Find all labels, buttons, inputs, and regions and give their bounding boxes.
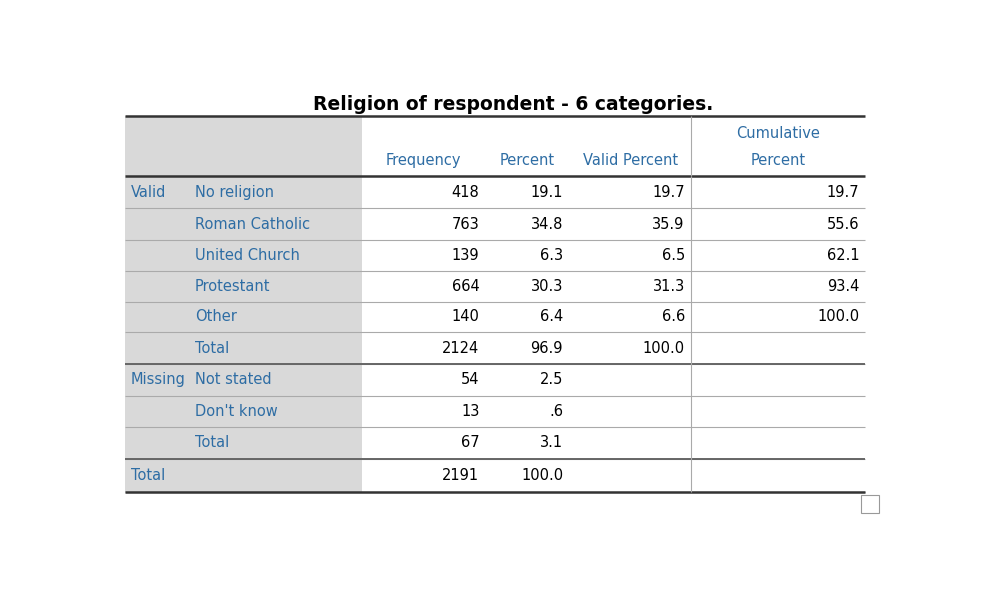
Text: 3.1: 3.1	[540, 435, 563, 450]
Bar	[362, 364, 866, 395]
Bar	[362, 332, 866, 364]
Text: 19.7: 19.7	[652, 185, 684, 200]
Bar	[362, 395, 866, 427]
Text: Total: Total	[195, 341, 229, 356]
Bar	[125, 395, 362, 427]
Text: 140: 140	[452, 310, 479, 325]
Text: 6.5: 6.5	[661, 248, 684, 263]
Text: 30.3: 30.3	[531, 279, 563, 294]
Text: 96.9: 96.9	[531, 341, 563, 356]
Text: Missing: Missing	[130, 372, 185, 387]
Text: 6.6: 6.6	[661, 310, 684, 325]
Bar	[125, 364, 362, 395]
Text: Valid: Valid	[130, 185, 166, 200]
Text: 19.7: 19.7	[827, 185, 859, 200]
Text: 93.4: 93.4	[827, 279, 859, 294]
Text: 418: 418	[452, 185, 479, 200]
Text: 55.6: 55.6	[827, 217, 859, 232]
Text: Protestant: Protestant	[195, 279, 271, 294]
Text: 35.9: 35.9	[652, 217, 684, 232]
Bar	[125, 176, 362, 209]
Bar	[362, 176, 866, 209]
Text: 13: 13	[461, 404, 479, 419]
Bar	[125, 209, 362, 240]
Bar	[125, 427, 362, 459]
Bar	[362, 459, 866, 492]
Bar	[125, 240, 362, 271]
Bar	[125, 459, 362, 492]
Text: Frequency: Frequency	[386, 153, 461, 168]
Text: 6.3: 6.3	[540, 248, 563, 263]
Text: 100.0: 100.0	[817, 310, 859, 325]
Text: 2.5: 2.5	[540, 372, 563, 387]
Text: Total: Total	[195, 435, 229, 450]
Text: Roman Catholic: Roman Catholic	[195, 217, 311, 232]
Bar	[362, 209, 866, 240]
Bar	[362, 302, 866, 332]
Text: Cumulative: Cumulative	[736, 126, 820, 141]
Text: 100.0: 100.0	[642, 341, 684, 356]
Bar	[862, 495, 879, 513]
Bar	[125, 116, 362, 176]
Text: 54: 54	[461, 372, 479, 387]
Text: Percent: Percent	[750, 153, 806, 168]
Text: 6.4: 6.4	[540, 310, 563, 325]
Text: 664: 664	[452, 279, 479, 294]
Text: Not stated: Not stated	[195, 372, 272, 387]
Bar	[362, 427, 866, 459]
Text: 100.0: 100.0	[521, 468, 563, 483]
Text: 2124: 2124	[442, 341, 479, 356]
Bar	[362, 116, 866, 176]
Bar	[125, 302, 362, 332]
Bar	[362, 240, 866, 271]
Text: Percent: Percent	[500, 153, 555, 168]
Text: 31.3: 31.3	[652, 279, 684, 294]
Bar	[125, 271, 362, 302]
Text: 2191: 2191	[442, 468, 479, 483]
Text: United Church: United Church	[195, 248, 300, 263]
Text: Total: Total	[130, 468, 165, 483]
Text: Valid Percent: Valid Percent	[582, 153, 677, 168]
Text: 19.1: 19.1	[531, 185, 563, 200]
Text: 139: 139	[452, 248, 479, 263]
Text: 62.1: 62.1	[827, 248, 859, 263]
Text: 763: 763	[452, 217, 479, 232]
Text: Other: Other	[195, 310, 236, 325]
Text: Don't know: Don't know	[195, 404, 278, 419]
Text: 34.8: 34.8	[531, 217, 563, 232]
Text: .6: .6	[549, 404, 563, 419]
Bar	[125, 332, 362, 364]
Text: 67: 67	[461, 435, 479, 450]
Bar	[362, 271, 866, 302]
Text: No religion: No religion	[195, 185, 274, 200]
Text: Religion of respondent - 6 categories.: Religion of respondent - 6 categories.	[314, 95, 713, 114]
